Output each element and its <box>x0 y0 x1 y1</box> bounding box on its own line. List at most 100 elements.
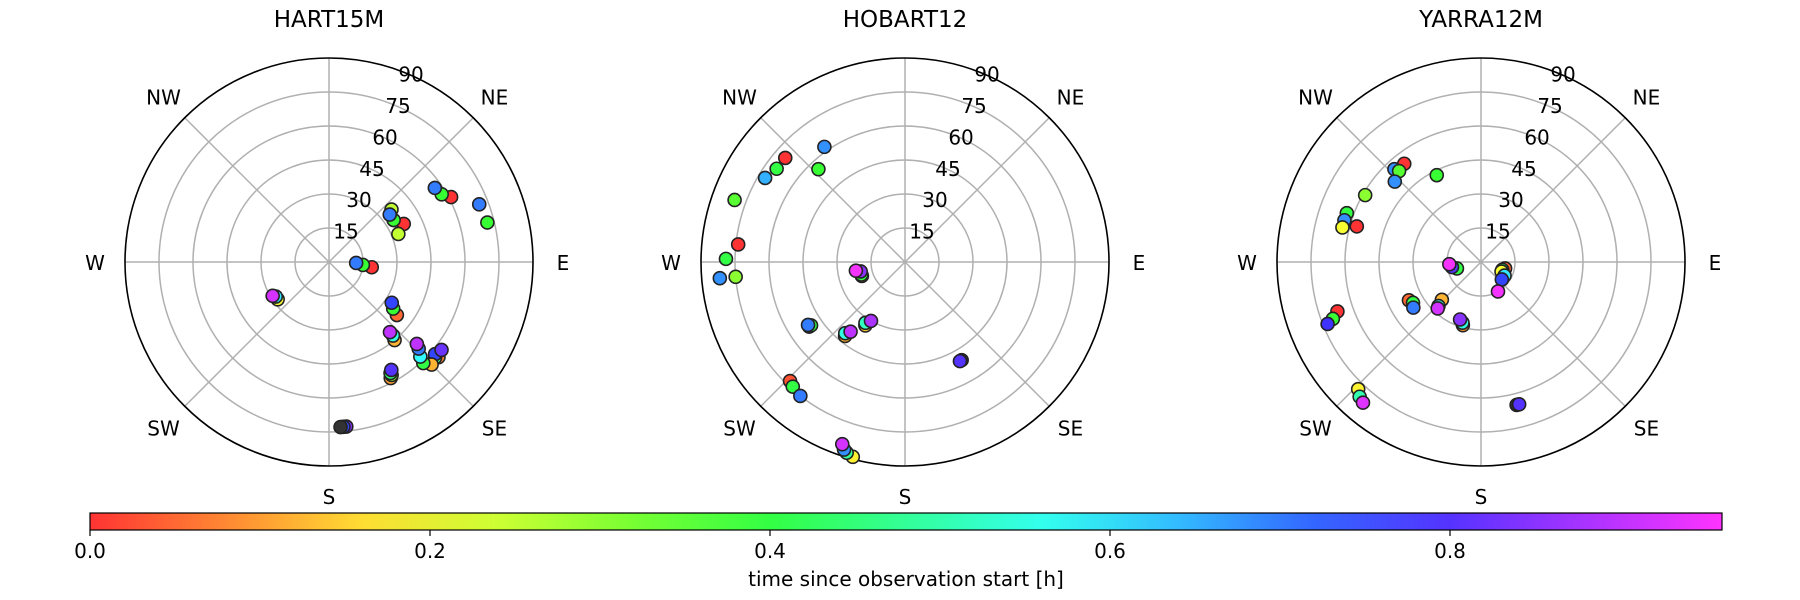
angular-gridline <box>760 117 906 263</box>
data-point <box>769 161 784 177</box>
data-point <box>434 342 449 358</box>
data-point <box>1490 284 1506 299</box>
radial-tick-label: 75 <box>961 94 986 118</box>
data-point <box>1349 219 1365 234</box>
data-point <box>1429 167 1445 183</box>
compass-label: SE <box>1634 416 1659 440</box>
colorbar-tick-label: 0.0 <box>74 539 106 563</box>
compass-label: E <box>1133 251 1146 275</box>
data-point <box>863 313 879 329</box>
data-point <box>834 436 850 452</box>
data-point <box>730 237 746 252</box>
radial-tick-label: 15 <box>333 220 358 244</box>
data-point <box>1357 187 1373 203</box>
data-point <box>382 207 398 222</box>
data-point <box>1452 312 1468 327</box>
data-point <box>811 161 826 177</box>
polar-panel: HOBART12 15 30 45 60 75 90 NE E SE S SW W NW <box>661 7 1145 509</box>
data-point <box>718 251 734 267</box>
radial-tick-label: 30 <box>922 188 947 212</box>
data-point <box>952 353 968 369</box>
compass-label: SW <box>147 416 180 440</box>
radial-tick-label: 90 <box>974 63 999 87</box>
data-point <box>785 379 801 394</box>
data-point <box>382 324 398 340</box>
data-point <box>817 139 832 155</box>
radial-tick-label: 75 <box>1537 94 1562 118</box>
data-point <box>1320 316 1335 332</box>
polar-panel: HART15M 15 30 45 60 75 90 NE E SE S SW W NW <box>85 7 569 509</box>
data-point <box>728 269 743 285</box>
panel-title: HOBART12 <box>843 7 968 33</box>
angular-gridline <box>328 261 474 407</box>
data-point <box>384 295 400 311</box>
radial-tick-label: 15 <box>909 220 934 244</box>
data-point <box>384 362 399 378</box>
radial-tick-label: 45 <box>359 157 384 181</box>
data-point <box>1511 397 1527 412</box>
data-point <box>843 324 858 339</box>
compass-label: W <box>1237 251 1257 275</box>
compass-label: SW <box>1299 416 1332 440</box>
compass-label: NE <box>1633 86 1661 110</box>
colorbar-gradient <box>89 512 1723 531</box>
polar-panel: YARRA12M 15 30 45 60 75 90 NE E SE S SW W NW <box>1237 7 1721 509</box>
angular-gridline <box>1336 117 1482 263</box>
data-point <box>1406 300 1421 315</box>
compass-label: NW <box>722 86 757 110</box>
data-point <box>480 215 495 230</box>
colorbar-tick-label: 0.6 <box>1094 539 1126 563</box>
colorbar-tick-label: 0.4 <box>754 539 786 563</box>
data-point <box>409 336 425 352</box>
angular-gridline <box>184 117 330 263</box>
data-point <box>333 419 348 435</box>
angular-gridline <box>1480 117 1626 263</box>
colorbar-tick-label: 0.8 <box>1434 539 1466 563</box>
data-point <box>793 388 808 404</box>
angular-gridline <box>760 261 906 407</box>
compass-label: SE <box>482 416 507 440</box>
radial-tick-label: 60 <box>1524 125 1549 149</box>
data-point <box>1335 220 1350 235</box>
colorbar-ticks: 0.0 0.2 0.4 0.6 0.8 <box>74 530 1466 563</box>
data-point <box>777 150 793 166</box>
colorbar-tick-label: 0.2 <box>414 539 446 563</box>
compass-label: NE <box>1057 86 1085 110</box>
compass-label: NW <box>1298 86 1333 110</box>
data-point <box>265 288 280 304</box>
data-point <box>1387 174 1403 189</box>
data-point <box>1430 301 1446 316</box>
compass-label: S <box>899 485 912 509</box>
compass-label: SW <box>723 416 756 440</box>
radial-tick-label: 60 <box>372 125 397 149</box>
compass-label: SE <box>1058 416 1083 440</box>
radial-tick-label: 30 <box>346 188 371 212</box>
radial-tick-label: 45 <box>1511 157 1536 181</box>
radial-tick-label: 45 <box>935 157 960 181</box>
panel-title: HART15M <box>274 7 385 33</box>
radial-tick-label: 90 <box>398 63 423 87</box>
data-point <box>712 270 728 286</box>
data-point <box>348 255 364 271</box>
angular-gridline <box>904 261 1050 407</box>
compass-label: S <box>323 485 336 509</box>
data-point <box>848 263 864 278</box>
colorbar: 0.0 0.2 0.4 0.6 0.8 time since observation s… <box>74 512 1723 591</box>
radial-tick-label: 90 <box>1550 63 1575 87</box>
radial-tick-label: 15 <box>1485 220 1510 244</box>
compass-label: W <box>661 251 681 275</box>
colorbar-label: time since observation start [h] <box>748 567 1064 591</box>
data-point <box>1494 272 1510 287</box>
compass-label: NW <box>146 86 181 110</box>
compass-label: E <box>1709 251 1722 275</box>
compass-label: NE <box>481 86 509 110</box>
data-point <box>471 197 487 212</box>
data-point <box>757 170 773 186</box>
data-point <box>391 226 406 242</box>
data-point <box>800 317 816 333</box>
data-point <box>1355 395 1371 410</box>
data-point <box>1442 256 1457 272</box>
angular-gridline <box>328 117 474 263</box>
angular-gridline <box>904 117 1050 263</box>
